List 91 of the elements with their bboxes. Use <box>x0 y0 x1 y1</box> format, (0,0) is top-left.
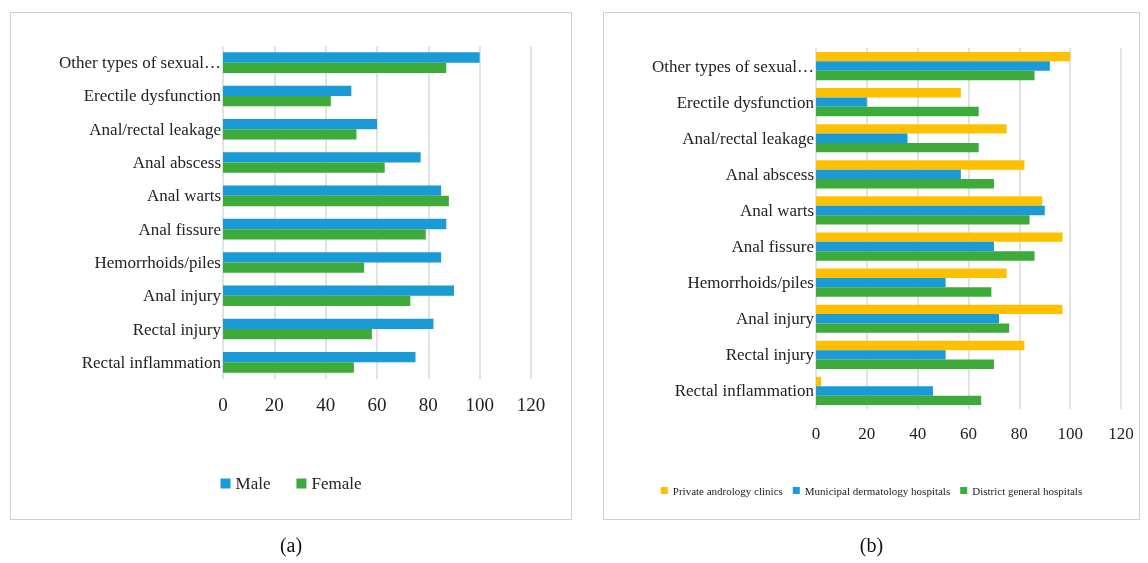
x-tick-label: 0 <box>218 394 228 415</box>
bar <box>816 160 1025 170</box>
bar <box>816 142 979 153</box>
bar <box>816 205 1045 216</box>
bar <box>816 350 946 360</box>
bar <box>816 88 961 98</box>
bar <box>223 52 480 63</box>
x-tick-label: 60 <box>960 424 977 443</box>
y-tick-label: Anal abscess <box>132 153 221 173</box>
y-tick-label: Rectal inflammation <box>81 352 222 372</box>
bar <box>816 133 908 143</box>
bar <box>816 323 1010 333</box>
x-tick-label: 80 <box>418 394 438 415</box>
y-tick-label: Anal/rectal leakage <box>89 119 221 139</box>
bar <box>816 61 1050 71</box>
x-tick-label: 60 <box>367 394 387 415</box>
bar <box>223 362 354 373</box>
x-tick-label: 20 <box>264 394 284 415</box>
y-tick-label: Erectile dysfunction <box>676 92 815 112</box>
bar <box>816 70 1035 81</box>
bar <box>223 95 331 107</box>
bar <box>223 162 385 173</box>
bar <box>816 169 961 180</box>
bar <box>816 277 946 288</box>
y-tick-label: Rectal inflammation <box>674 381 815 401</box>
bar <box>223 285 454 296</box>
bar <box>223 62 447 73</box>
x-tick-label: 120 <box>516 394 546 415</box>
bar <box>816 395 982 406</box>
bar <box>223 152 421 163</box>
y-tick-label: Anal injury <box>143 286 222 306</box>
y-tick-label: Erectile dysfunction <box>83 86 222 106</box>
y-tick-label: Anal warts <box>739 200 814 220</box>
bar <box>223 252 442 263</box>
x-tick-label: 20 <box>858 424 876 443</box>
legend-label: Municipal dermatology hospitals <box>804 484 951 497</box>
y-tick-label: Hemorrhoids/piles <box>94 252 221 272</box>
bar <box>816 124 1007 134</box>
y-tick-label: Anal abscess <box>725 164 814 184</box>
y-tick-label: Anal/rectal leakage <box>682 128 814 148</box>
bar <box>223 262 365 273</box>
x-tick-label: 0 <box>811 424 821 443</box>
bar <box>223 318 434 330</box>
bar <box>816 304 1063 315</box>
bar <box>223 118 377 130</box>
bar <box>816 232 1063 242</box>
bar <box>816 215 1030 225</box>
text: (b) <box>858 534 885 557</box>
bar <box>223 352 416 363</box>
x-tick-label: 100 <box>465 394 494 415</box>
x-tick-label: 80 <box>1010 424 1028 443</box>
bar <box>816 340 1025 351</box>
text: (a) <box>278 534 304 557</box>
bar <box>816 106 979 117</box>
bar <box>816 179 994 189</box>
legend-label: Female <box>311 474 362 493</box>
y-tick-label: Rectal injury <box>725 345 815 365</box>
bar <box>816 359 994 369</box>
legend-label: District general hospitals <box>972 484 1083 497</box>
bar <box>223 85 352 96</box>
bar <box>816 314 999 324</box>
bar <box>223 185 442 196</box>
x-tick-label: 40 <box>316 394 336 415</box>
y-tick-label: Hemorrhoids/piles <box>687 273 814 293</box>
bar <box>816 97 867 107</box>
x-tick-label: 40 <box>909 424 927 443</box>
y-tick-label: Anal fissure <box>138 219 221 239</box>
bar <box>816 287 992 297</box>
legend-label: Male <box>235 474 271 493</box>
bar <box>816 51 1071 62</box>
bar <box>816 251 1035 261</box>
y-tick-label: Anal warts <box>146 186 221 206</box>
bar <box>223 195 449 207</box>
y-tick-label: Anal fissure <box>731 237 814 257</box>
y-tick-label: Rectal injury <box>132 319 222 339</box>
bar <box>223 295 411 307</box>
bar <box>816 376 822 387</box>
bar <box>816 386 933 396</box>
legend-label: Private andrology clinics <box>672 484 783 497</box>
y-tick-label: Other types of sexual… <box>59 53 221 73</box>
y-tick-label: Other types of sexual… <box>652 56 814 76</box>
bar <box>816 241 994 252</box>
y-tick-label: Anal injury <box>736 309 815 329</box>
bar <box>816 268 1007 278</box>
bar <box>223 229 426 240</box>
bar <box>223 329 372 340</box>
x-tick-label: 100 <box>1057 424 1083 443</box>
bar <box>223 129 357 140</box>
bar <box>816 196 1043 206</box>
x-tick-label: 120 <box>1108 424 1134 443</box>
bar <box>223 218 447 230</box>
